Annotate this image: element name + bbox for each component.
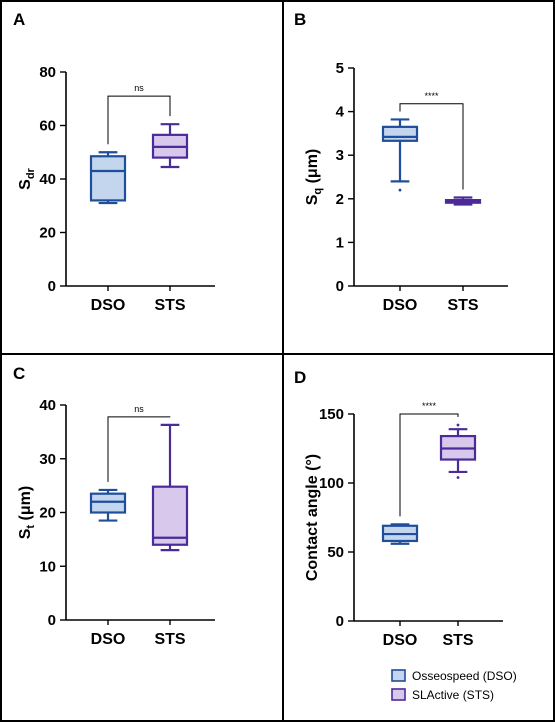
outlier-sts-d (456, 423, 460, 427)
category-label-sts-c: STS (154, 631, 185, 648)
outlier-dso-b (398, 188, 402, 192)
y-axis-label-a: Sdr (17, 167, 37, 189)
y-tick-label-a: 60 (39, 118, 56, 135)
significance-bracket-a (107, 95, 171, 145)
panel-letter-a: A (13, 10, 25, 29)
y-tick-label-b: 2 (336, 191, 344, 208)
panel-letter-d: D (294, 368, 306, 387)
category-label-dso-b: DSO (383, 297, 418, 314)
category-label-sts-b: STS (447, 297, 478, 314)
y-tick-label-b: 4 (336, 104, 345, 121)
significance-bracket-d (399, 413, 459, 517)
y-tick-label-b: 3 (336, 147, 344, 164)
y-tick-label-c: 10 (39, 558, 56, 575)
y-tick-label-d: 50 (327, 544, 344, 561)
y-tick-label-c: 0 (48, 612, 56, 629)
y-tick-label-c: 20 (39, 505, 56, 522)
legend-label-dso: Osseospeed (DSO) (412, 669, 517, 683)
box-dso-c (89, 492, 127, 514)
y-tick-label-b: 1 (336, 234, 344, 251)
outlier-sts-d (456, 476, 460, 479)
significance-bracket-c (107, 416, 171, 482)
legend-swatch-dso (391, 669, 406, 682)
y-tick-label-b: 0 (336, 278, 344, 295)
significance-label-d: **** (422, 401, 437, 411)
significance-label-a: ns (134, 83, 144, 93)
category-label-dso-d: DSO (383, 632, 418, 649)
y-axis-label-c: St (μm) (17, 486, 37, 539)
y-tick-label-a: 20 (39, 225, 56, 242)
category-label-sts-a: STS (154, 297, 185, 314)
panel-letter-c: C (13, 364, 25, 383)
category-label-dso-c: DSO (91, 631, 126, 648)
y-tick-label-c: 40 (39, 397, 56, 414)
y-tick-label-c: 30 (39, 451, 56, 468)
y-axis-label-b: Sq (μm) (304, 149, 324, 206)
significance-label-c: ns (134, 404, 144, 414)
category-label-dso-a: DSO (91, 297, 126, 314)
y-tick-label-a: 80 (39, 64, 56, 81)
panel-c: C 0 10 20 30 40 DSO STS St (μm) ns (13, 364, 215, 648)
y-tick-label-d: 100 (319, 475, 344, 492)
y-tick-label-a: 0 (48, 278, 56, 295)
panel-a: A 0 20 40 60 80 DSO STS Sdr ns (13, 10, 215, 314)
category-label-sts-d: STS (442, 632, 473, 649)
legend-label-sts: SLActive (STS) (412, 688, 494, 702)
y-axis-label-d: Contact angle (°) (304, 454, 321, 581)
significance-label-b: **** (424, 91, 439, 101)
panel-letter-b: B (294, 10, 306, 29)
significance-bracket-b (399, 103, 464, 190)
y-tick-label-b: 5 (336, 60, 344, 77)
box-dso-a (89, 155, 127, 202)
box-dso-b (381, 125, 419, 142)
legend-swatch-sts (391, 688, 406, 701)
panels: A 0 20 40 60 80 DSO STS Sdr ns B 0 1 2 3 4 5 DSO STS Sq (μm… (13, 10, 508, 649)
y-tick-label-d: 0 (336, 613, 344, 630)
legend: Osseospeed (DSO) SLActive (STS) (391, 669, 517, 702)
box-sts-c (151, 485, 189, 546)
panel-d: D 0 50 100 150 DSO STS Contact angle (°) **** (294, 368, 503, 649)
y-tick-label-a: 40 (39, 171, 56, 188)
panel-b: B 0 1 2 3 4 5 DSO STS Sq (μm) **** (294, 10, 508, 314)
y-tick-label-d: 150 (319, 406, 344, 423)
